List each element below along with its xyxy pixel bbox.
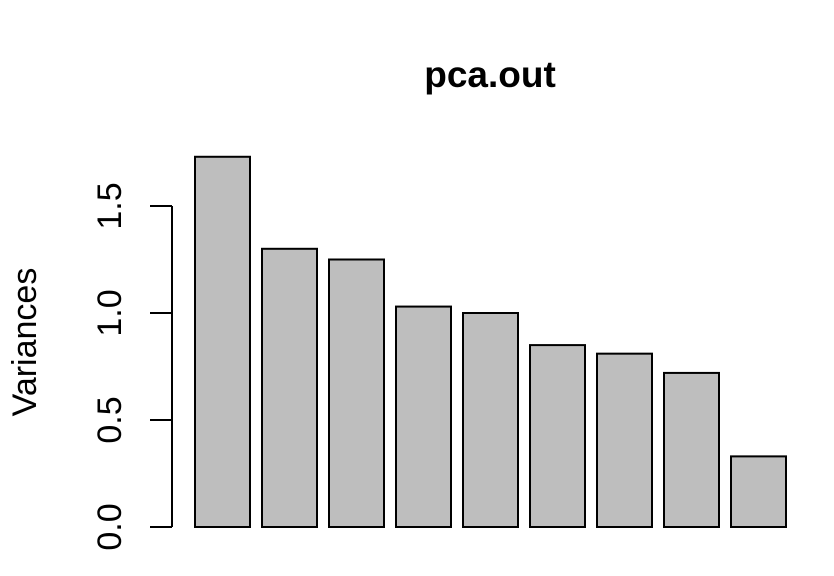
bar-6	[529, 344, 586, 528]
bar-2	[261, 247, 318, 529]
bar-3	[328, 258, 385, 528]
y-tick-label: 1.5	[91, 182, 129, 229]
bar-9	[730, 455, 787, 529]
bar-1	[194, 155, 251, 528]
bar-4	[395, 305, 452, 528]
y-tick-label: 0.0	[91, 503, 129, 550]
bar-8	[663, 371, 720, 529]
bar-7	[596, 352, 653, 528]
y-axis-label: Variances	[6, 268, 44, 417]
chart-title: pca.out	[424, 54, 556, 95]
bars-layer	[194, 155, 787, 529]
bar-5	[462, 312, 519, 528]
y-axis: 0.0 0.5 1.0 1.5	[91, 182, 173, 551]
y-tick-label: 1.0	[91, 289, 129, 336]
y-tick-label: 0.5	[91, 396, 129, 443]
